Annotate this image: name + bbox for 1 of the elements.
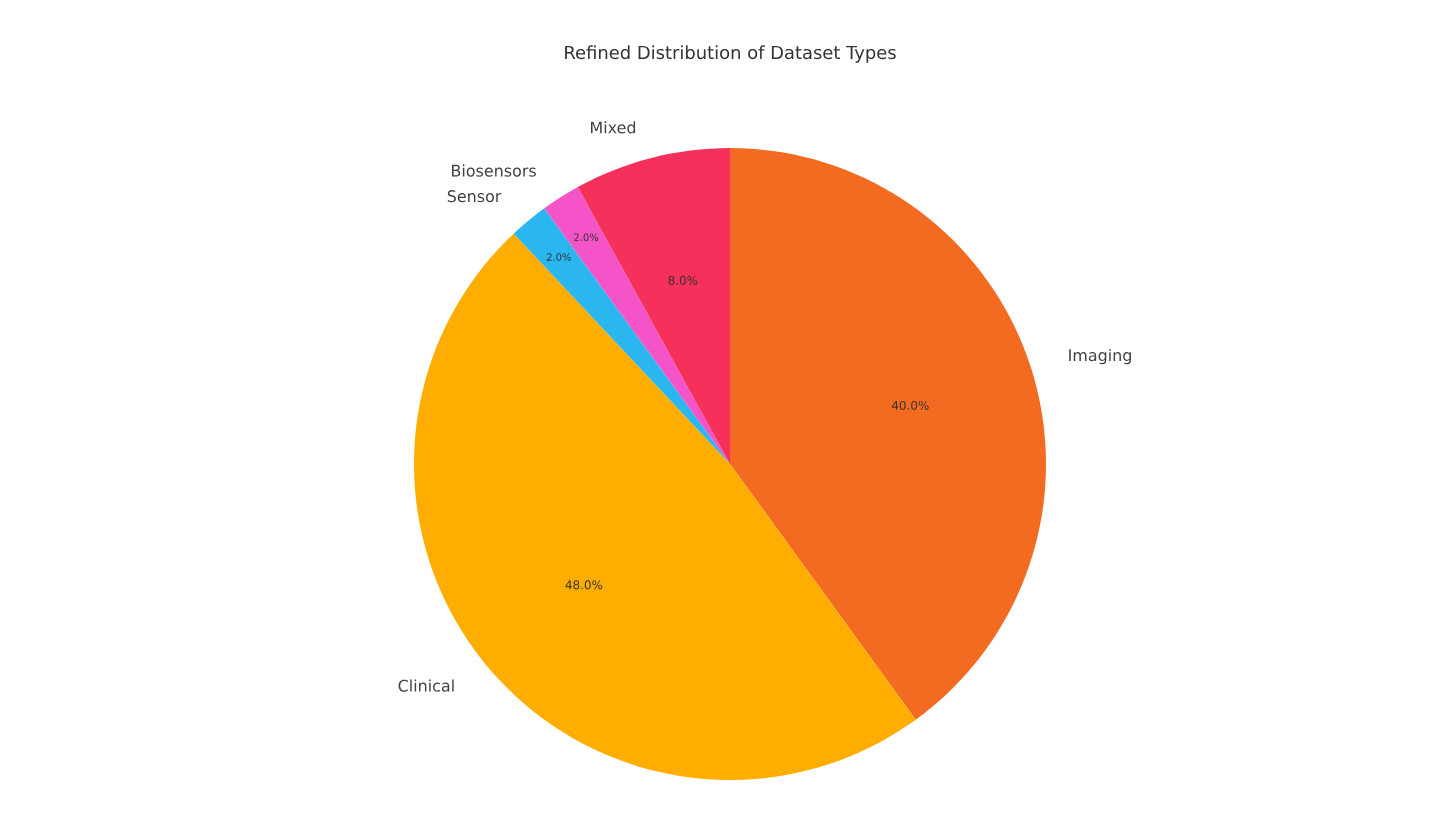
chart-title: Refined Distribution of Dataset Types [565, 45, 896, 63]
